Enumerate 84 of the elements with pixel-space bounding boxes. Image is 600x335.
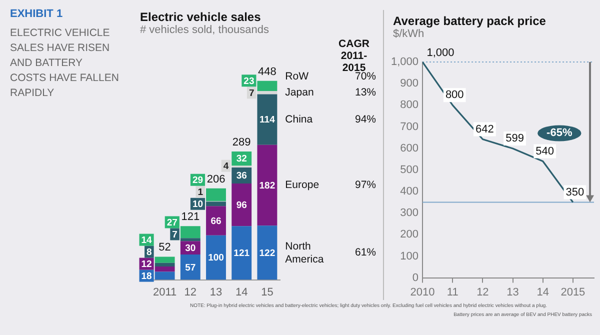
x-tick-label: 14 [536,286,549,298]
x-tick-label: 15 [261,286,274,298]
data-label: 12 [141,258,152,270]
y-tick-label: 100 [400,250,419,262]
series-label: Europe [285,179,320,192]
y-tick-label: 800 [400,99,419,112]
x-tick-label: 11 [446,286,458,298]
series-label: RoW [285,70,309,83]
data-label: 800 [445,89,464,102]
text: 13% [354,86,376,99]
chart-subtitle: # vehicles sold, thousands [140,24,270,36]
text: 94% [354,113,376,126]
total-label: 52 [158,242,171,254]
series-label: China [285,113,313,126]
x-tick-label: 14 [235,286,248,298]
x-tick-label: 2010 [410,286,435,298]
data-label: 18 [141,270,152,282]
data-label: 29 [192,175,204,186]
y-tick-label: 300 [400,207,419,220]
data-label: 1 [198,187,204,198]
bar [257,94,278,145]
text: EXHIBIT 1 [10,8,64,20]
bar [206,206,226,236]
chart-title: Average battery pack price [393,14,546,28]
bar [154,256,175,263]
y-tick-label: 500 [400,164,419,176]
data-label: 1,000 [426,47,454,60]
y-tick-label: 600 [400,142,419,154]
y-tick-label: 700 [400,120,419,133]
data-label: 96 [236,200,247,211]
text: 97% [354,179,376,192]
text: 61% [354,246,376,259]
data-label: 642 [476,123,494,136]
data-label: 66 [210,216,222,227]
data-label: 122 [259,248,276,259]
data-label: 14 [141,234,153,246]
data-label: 7 [248,88,254,99]
text: 70% [354,70,376,83]
y-tick-label: 1,000 [390,56,419,68]
bar [206,235,226,280]
data-label: 114 [260,114,276,126]
data-label: 4 [223,160,230,172]
total-label: 206 [206,173,226,186]
data-label: 182 [259,180,276,192]
total-label: 448 [258,66,276,78]
chart-subtitle: $/kWh [393,28,424,40]
data-label: 350 [566,186,584,198]
chart-title: Electric vehicle sales [140,10,261,24]
x-tick-label: 2015 [560,286,586,298]
data-label: 36 [236,170,247,182]
data-label: 8 [146,246,152,258]
data-label: 57 [185,262,196,274]
bar [232,183,252,226]
annotation: -65% [546,127,572,140]
bar [257,144,278,226]
data-label: 32 [236,154,247,165]
data-label: 599 [506,132,524,145]
data-label: 10 [192,199,204,210]
series-label: Japan [285,86,314,99]
y-tick-label: 900 [400,78,419,90]
data-label: 30 [185,242,196,254]
data-label: 100 [208,252,224,264]
data-label: 23 [244,76,254,87]
data-label: 121 [234,248,250,260]
data-label: 27 [166,217,178,228]
x-tick-label: 2011 [152,286,177,298]
bar [257,226,278,280]
series-label: North America [285,240,324,266]
bar [154,262,175,266]
total-label: 121 [181,211,200,224]
data-label: 540 [536,145,554,158]
x-tick-label: 13 [506,286,519,298]
bar [180,254,200,280]
data-label: 7 [172,229,178,240]
y-tick-label: 200 [400,228,419,241]
x-tick-label: 12 [184,286,197,298]
bar [232,226,252,280]
total-label: 289 [232,136,251,149]
y-tick-label: 400 [400,186,419,198]
bar [206,188,226,202]
text: ELECTRIC VEHICLE SALES HAVE RISEN AND BATTERY COSTS HAVE FALLEN RAPIDLY [10,26,120,101]
x-tick-label: 13 [210,286,222,298]
x-tick-label: 12 [476,286,489,298]
y-tick-label: 0 [412,272,419,284]
